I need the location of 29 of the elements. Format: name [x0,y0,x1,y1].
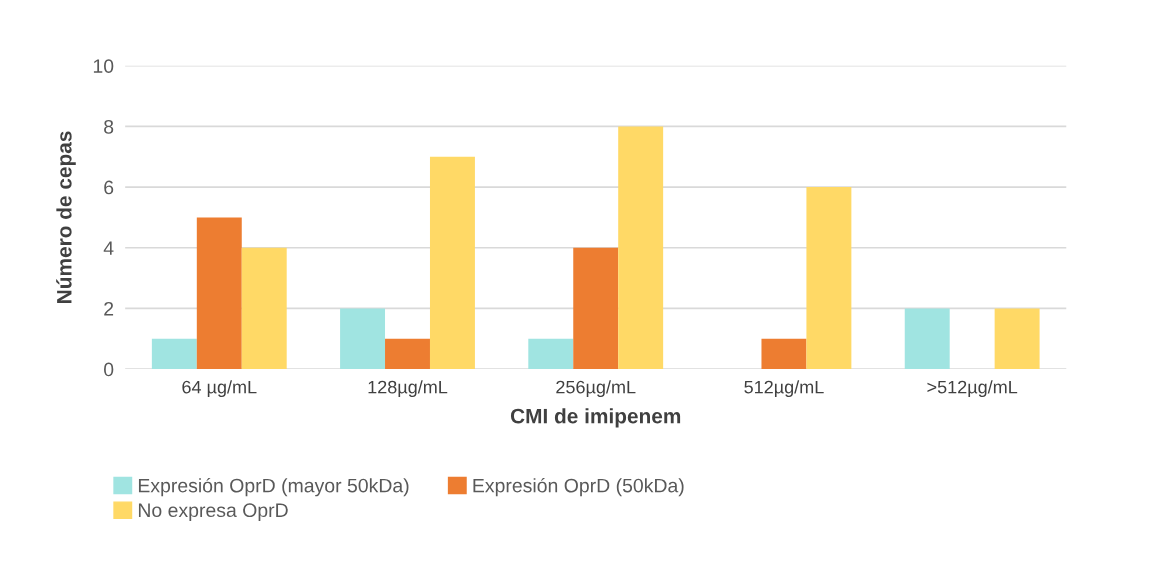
bar [151,338,197,370]
x-tick-label: 512µg/mL [744,380,824,398]
bar [340,308,386,370]
bar [618,126,664,370]
x-tick-label: 256µg/mL [556,380,636,398]
bar [528,338,574,370]
x-tick-label: 128µg/mL [368,380,448,398]
bar [904,308,950,370]
bar [196,217,242,370]
y-tick-label: 8 [104,119,114,134]
y-tick-label: 0 [104,362,114,377]
y-tick-label: 10 [93,59,114,74]
x-tick-label: 64 µg/mL [182,380,257,398]
bar [994,308,1040,370]
bar [573,247,619,370]
legend-label: Expresión OprD (50kDa) [473,477,684,497]
y-tick-label: 6 [104,180,114,195]
bar [429,156,475,370]
x-axis-title: CMI de imipenem [510,408,681,428]
y-tick-label: 2 [104,301,114,316]
legend-label: Expresión OprD (mayor 50kDa) [138,477,409,497]
bar [806,187,852,370]
bar [241,247,287,370]
y-axis-title: Número de cepas [56,131,76,303]
legend-label: No expresa OprD [138,503,288,521]
bar [761,338,807,370]
bar [385,338,430,370]
x-tick-label: >512µg/mL [927,380,1018,398]
y-tick-label: 4 [103,241,114,255]
